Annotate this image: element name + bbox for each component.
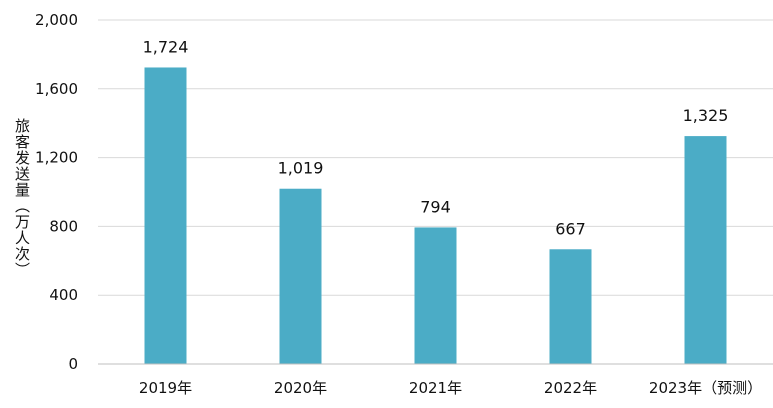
data-label: 1,724 — [143, 37, 189, 56]
bar — [684, 136, 727, 364]
data-label: 667 — [555, 219, 586, 238]
data-label: 1,019 — [278, 159, 324, 178]
y-tick-label: 800 — [49, 217, 78, 235]
y-tick-label: 2,000 — [35, 11, 78, 29]
y-tick-label: 1,200 — [35, 149, 78, 167]
y-axis-title: 旅客发送量（万人次） — [13, 118, 31, 278]
bar — [414, 227, 457, 364]
data-label: 794 — [420, 197, 451, 216]
bar — [279, 188, 322, 364]
data-label: 1,325 — [683, 106, 729, 125]
x-tick-label: 2021年 — [409, 379, 462, 397]
bars — [144, 67, 727, 365]
bar — [144, 67, 187, 365]
bar — [549, 249, 592, 364]
x-tick-label: 2020年 — [274, 379, 327, 397]
y-tick-label: 400 — [49, 286, 78, 304]
x-tick-label: 2023年（预测） — [649, 379, 762, 397]
x-tick-label: 2019年 — [139, 379, 192, 397]
y-tick-label: 1,600 — [35, 80, 78, 98]
x-tick-label: 2022年 — [544, 379, 597, 397]
x-axis-ticks: 2019年 2020年 2021年 2022年 2023年（预测） — [139, 379, 762, 397]
y-axis-ticks: 0 400 800 1,200 1,600 2,000 — [35, 11, 78, 373]
data-labels: 1,724 1,019 794 667 1,325 — [143, 37, 729, 238]
y-tick-label: 0 — [68, 355, 78, 373]
